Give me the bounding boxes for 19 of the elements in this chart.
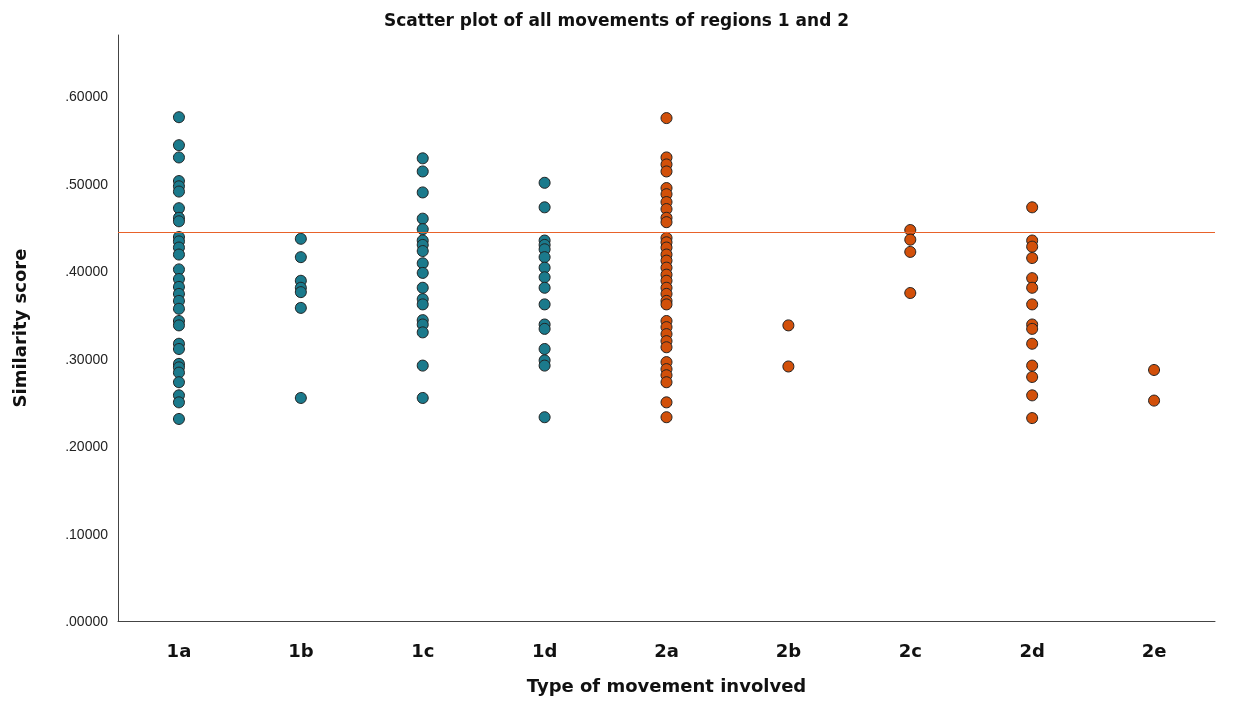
x-tick-label: 2a <box>654 639 679 661</box>
y-tick-label: .60000 <box>65 88 109 105</box>
chart-title: Scatter plot of all movements of regions 1 and 2 <box>383 9 850 30</box>
x-tick-label: 2b <box>775 639 802 661</box>
y-tick-label: .10000 <box>65 525 109 542</box>
y-tick-label: .40000 <box>65 263 109 280</box>
y-axis-title: Similarity score <box>8 248 30 408</box>
y-tick-label: .50000 <box>65 175 109 192</box>
y-tick-label: .30000 <box>65 350 109 367</box>
x-tick-label: 2e <box>1141 639 1167 661</box>
y-tick-label: .20000 <box>65 438 109 455</box>
x-tick-label: 2c <box>898 639 922 661</box>
x-axis-title: Type of movement involved <box>526 674 807 696</box>
y-tick-label: .00000 <box>65 613 109 629</box>
x-tick-label: 1a <box>166 639 192 661</box>
x-tick-label: 1d <box>531 639 558 661</box>
x-tick-label: 1b <box>288 639 314 661</box>
x-tick-label: 1c <box>411 639 435 661</box>
x-tick-label: 2d <box>1019 639 1045 661</box>
